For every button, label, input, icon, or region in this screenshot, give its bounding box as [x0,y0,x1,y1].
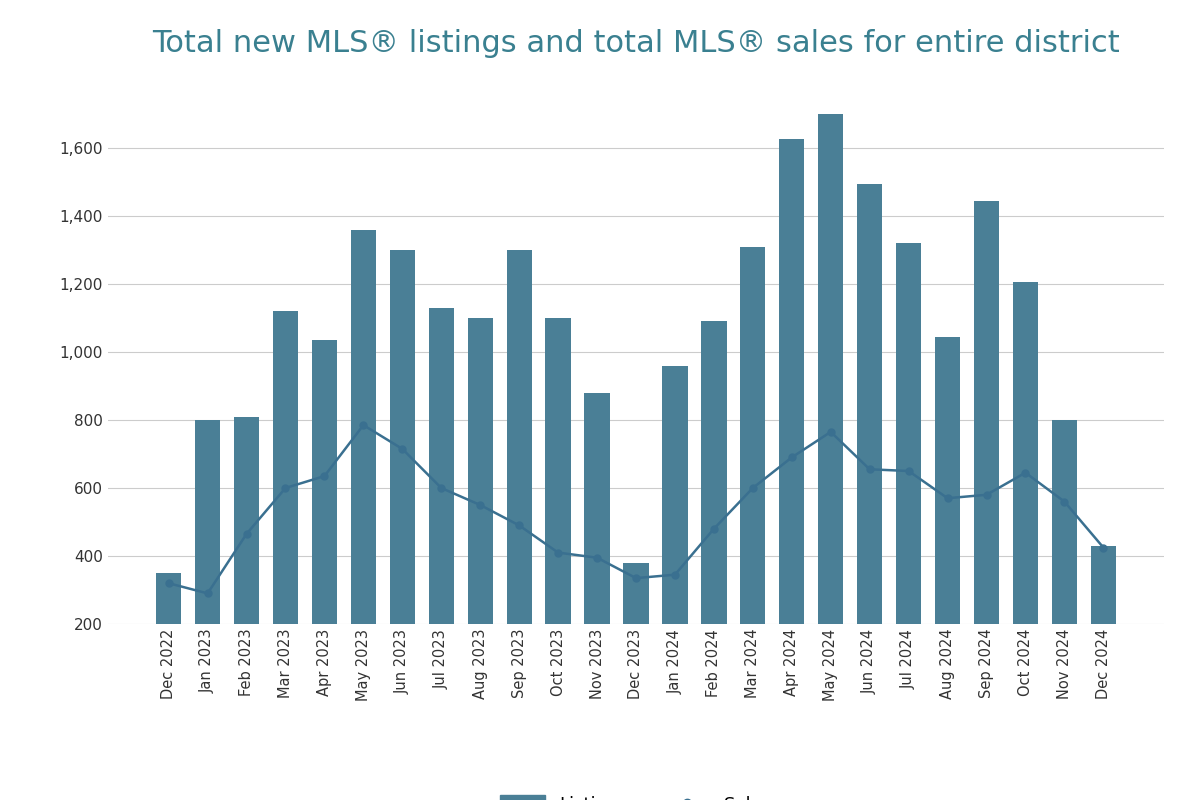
Bar [272,311,298,624]
Bar [1013,282,1038,624]
Bar [623,563,649,624]
Bar [194,420,221,624]
Bar [701,322,726,624]
Title: Total new MLS® listings and total MLS® sales for entire district: Total new MLS® listings and total MLS® s… [152,30,1120,58]
Bar [312,340,337,624]
Bar [506,250,532,624]
Bar [1091,546,1116,624]
Bar [428,308,454,624]
Bar [857,184,882,624]
Bar [974,201,1000,624]
Bar [1051,420,1078,624]
Bar [935,337,960,624]
Bar [234,417,259,624]
Bar [350,230,376,624]
Bar [584,393,610,624]
Bar [740,246,766,624]
Bar [156,573,181,624]
Bar [662,366,688,624]
Bar [779,139,804,624]
Bar [896,243,922,624]
Bar [818,114,844,624]
Bar [390,250,415,624]
Bar [468,318,493,624]
Bar [546,318,571,624]
Legend: Listings, Sales: Listings, Sales [493,788,779,800]
